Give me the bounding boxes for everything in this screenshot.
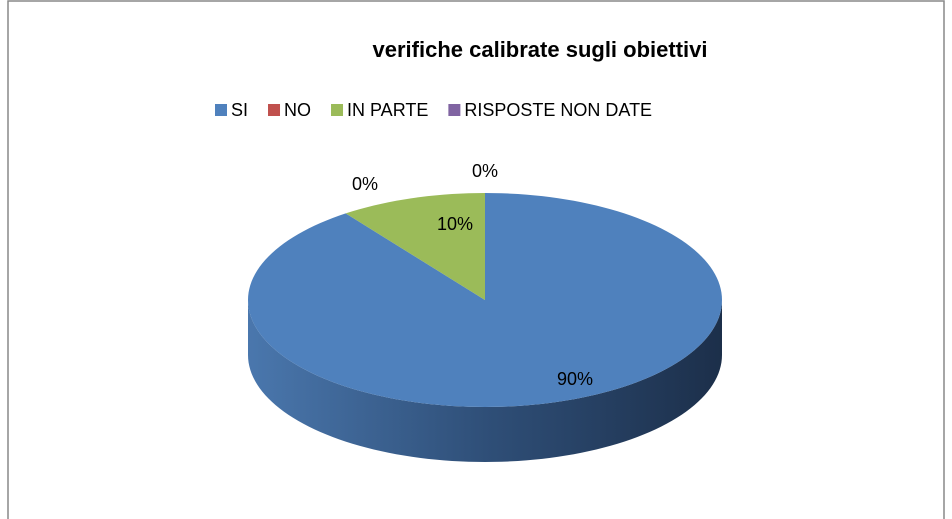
slice [345, 193, 485, 300]
legend-label: NO [284, 100, 311, 120]
legend-label: RISPOSTE NON DATE [464, 100, 652, 120]
data-label: 90% [557, 369, 593, 389]
legend-label: IN PARTE [347, 100, 428, 120]
chart-title: verifiche calibrate sugli obiettivi [373, 37, 708, 62]
legend-swatch [268, 104, 281, 116]
data-label: 0% [352, 174, 378, 194]
legend-label: SI [231, 100, 248, 120]
legend-swatch [331, 104, 344, 116]
legend-swatch [215, 104, 227, 116]
legend-swatch [448, 104, 461, 116]
data-label: 0% [472, 161, 498, 181]
slice-side [248, 300, 722, 462]
data-label: 10% [437, 214, 473, 234]
